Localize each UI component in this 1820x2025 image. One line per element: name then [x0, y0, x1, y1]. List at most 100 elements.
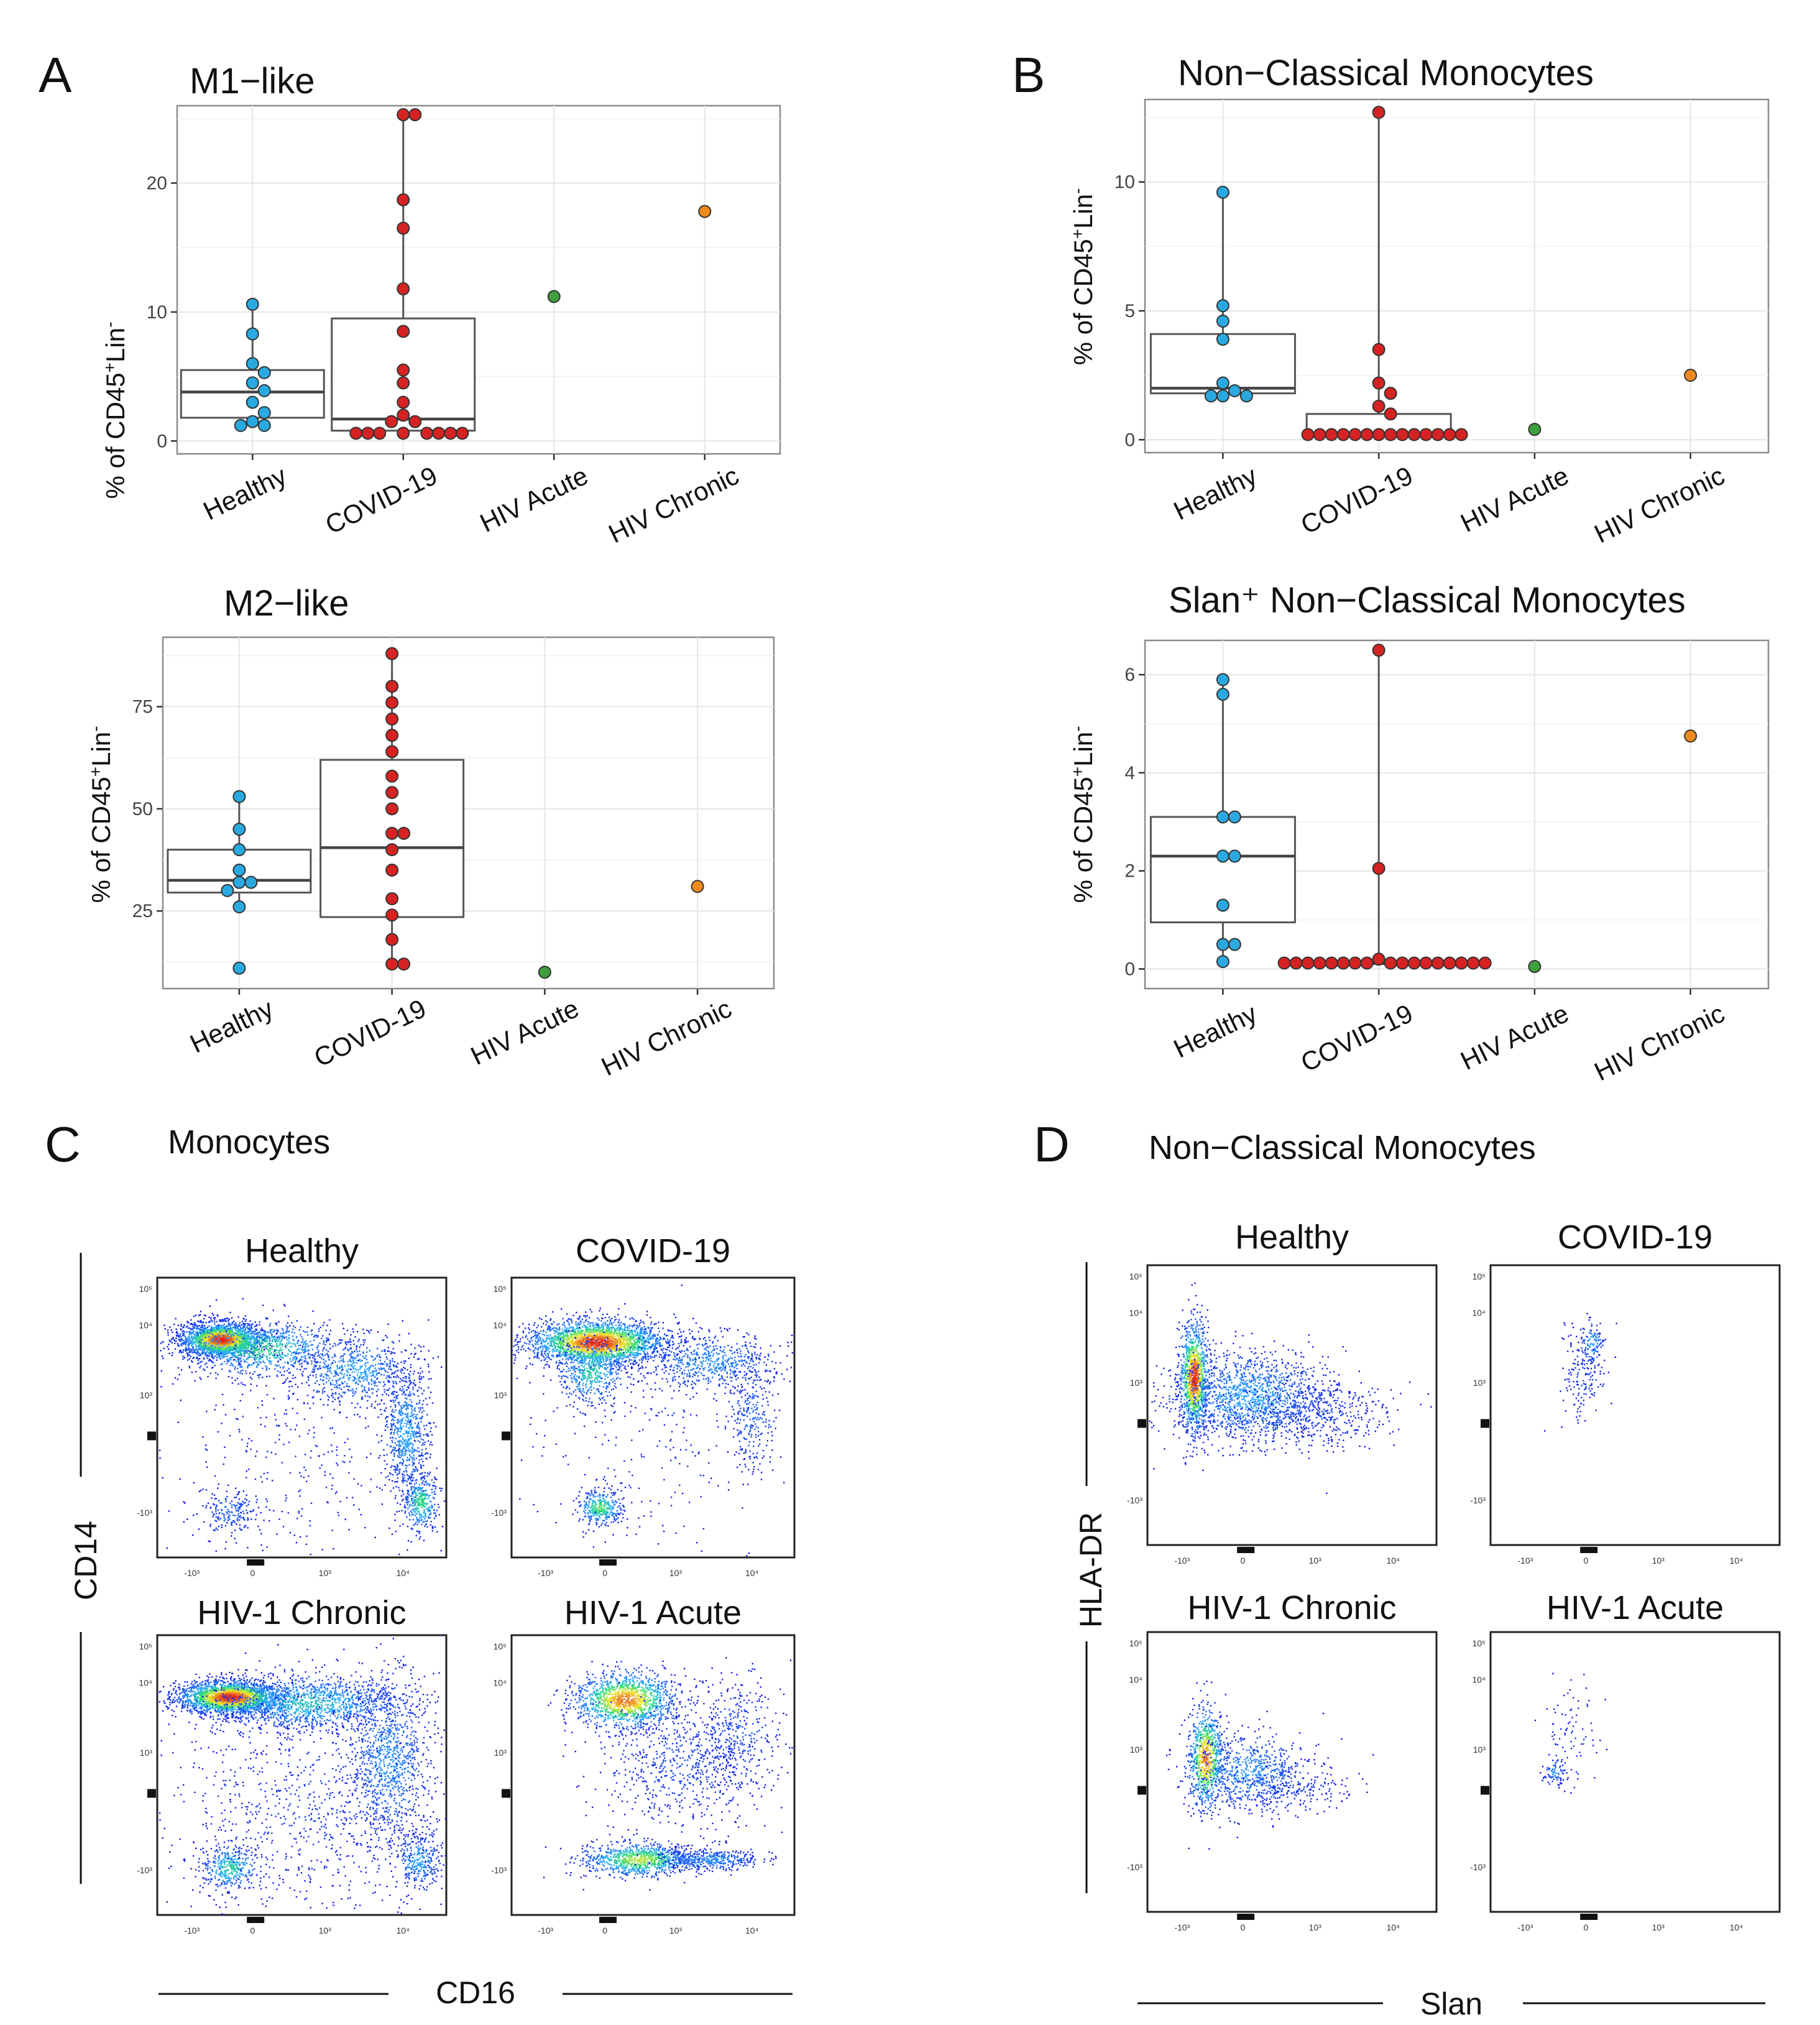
event-dot [318, 1367, 320, 1369]
event-dot [234, 1343, 236, 1345]
chart-title: Non−Classical Monocytes [1178, 53, 1594, 93]
event-dot [211, 1334, 214, 1335]
event-dot [393, 1433, 395, 1435]
event-dot [392, 1393, 394, 1395]
event-dot [344, 1348, 346, 1350]
event-dot [396, 1474, 398, 1476]
event-dot [399, 1431, 402, 1432]
event-dot [259, 1346, 261, 1348]
event-dot [145, 1340, 146, 1342]
event-dot [275, 1349, 278, 1351]
event-dot [354, 1378, 356, 1380]
event-dot [240, 1341, 242, 1343]
event-dot [323, 1347, 325, 1349]
event-dot [344, 1341, 346, 1343]
event-dot [219, 1319, 221, 1321]
event-dot [180, 1338, 183, 1340]
event-dot [280, 1335, 282, 1337]
event-dot [224, 1344, 226, 1345]
event-dot [402, 1425, 405, 1428]
event-dot [269, 1338, 270, 1340]
event-dot [282, 1354, 283, 1356]
event-dot [384, 1429, 386, 1431]
event-dot [305, 1350, 307, 1353]
event-dot [385, 1334, 387, 1337]
event-dot [266, 1355, 268, 1357]
event-dot [333, 1409, 335, 1411]
event-dot [234, 1340, 237, 1342]
event-dot [220, 1350, 222, 1353]
data-point-covid-19 [1372, 343, 1386, 356]
event-dot [409, 1391, 411, 1393]
event-dot [273, 1329, 275, 1331]
event-dot [299, 1363, 301, 1365]
event-dot [237, 1346, 239, 1349]
event-dot [398, 1453, 400, 1455]
event-dot [425, 1490, 426, 1492]
event-dot [430, 1513, 432, 1515]
event-dot [209, 1340, 211, 1342]
event-dot [423, 1502, 425, 1504]
event-dot [212, 1332, 214, 1334]
event-dot [273, 1351, 275, 1353]
event-dot [323, 1379, 324, 1381]
event-dot [428, 1497, 430, 1499]
event-dot [216, 1352, 218, 1354]
event-dot [253, 1357, 255, 1358]
event-dot [377, 1416, 379, 1418]
event-dot [398, 1471, 400, 1473]
event-dot [401, 1386, 403, 1388]
event-dot [231, 1340, 233, 1342]
event-dot [371, 1403, 373, 1405]
event-dot [261, 1337, 263, 1339]
event-dot [231, 1329, 233, 1331]
event-dot [238, 1336, 241, 1339]
event-dot [148, 1332, 149, 1333]
event-dot [407, 1497, 409, 1499]
event-dot [275, 1364, 277, 1366]
event-dot [354, 1368, 356, 1370]
event-dot [402, 1523, 404, 1525]
event-dot [191, 1335, 193, 1337]
event-dot [208, 1338, 209, 1340]
event-dot [375, 1390, 378, 1393]
y-axis-rug [147, 1431, 156, 1441]
event-dot [399, 1439, 401, 1441]
event-dot [203, 1339, 205, 1341]
event-dot [305, 1357, 306, 1360]
event-dot [259, 1331, 261, 1333]
event-dot [269, 1337, 272, 1339]
event-dot [270, 1342, 272, 1344]
flow-y-tick-label: 10⁴ [139, 1321, 152, 1331]
event-dot [406, 1474, 408, 1476]
event-dot [218, 1336, 220, 1339]
event-dot [228, 1350, 229, 1352]
event-dot [198, 1337, 200, 1339]
event-dot [400, 1372, 402, 1373]
event-dot [183, 1334, 185, 1335]
event-dot [209, 1348, 211, 1350]
event-dot [191, 1324, 193, 1326]
event-dot [415, 1508, 417, 1510]
event-dot [402, 1404, 404, 1406]
event-dot [390, 1432, 392, 1434]
event-dot [294, 1362, 296, 1363]
event-dot [370, 1378, 372, 1380]
event-dot [385, 1418, 387, 1419]
event-dot [421, 1516, 423, 1518]
event-dot [413, 1501, 415, 1503]
event-dot [254, 1347, 257, 1349]
event-dot [381, 1503, 384, 1505]
event-dot [354, 1393, 356, 1395]
event-dot [213, 1343, 216, 1345]
event-dot [391, 1436, 393, 1439]
event-dot [393, 1446, 395, 1449]
event-dot [344, 1392, 346, 1394]
event-dot [200, 1319, 201, 1322]
event-dot [236, 1330, 237, 1332]
event-dot [242, 1358, 244, 1361]
event-dot [193, 1324, 195, 1326]
event-dot [407, 1501, 408, 1503]
event-dot [255, 1343, 257, 1345]
